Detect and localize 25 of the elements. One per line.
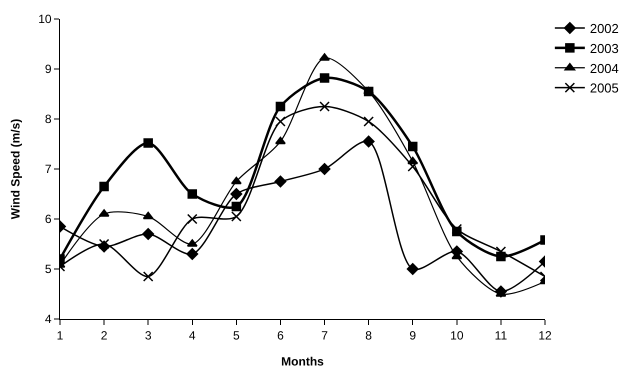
x-tick-label: 9: [409, 328, 416, 342]
y-tick-label: 5: [44, 262, 52, 276]
y-tick-label: 4: [44, 312, 52, 326]
y-tick-label: 9: [44, 62, 52, 76]
x-tick-label: 7: [321, 328, 328, 342]
x-tick-label: 8: [365, 328, 372, 342]
y-axis-title: Wind Speed (m/s): [8, 118, 23, 220]
x-tick-label: 1: [56, 328, 64, 342]
y-tick-label: 7: [44, 162, 52, 176]
x-tick-label: 12: [538, 328, 552, 342]
x-tick-label: 5: [233, 328, 240, 342]
x-axis-title: Months: [281, 354, 324, 368]
x-tick-label: 6: [277, 328, 284, 342]
x-tick-label: 3: [144, 328, 152, 342]
legend-label: 2005: [590, 80, 619, 96]
legend-label: 2004: [590, 60, 619, 76]
y-tick-label: 10: [38, 12, 52, 26]
x-tick-label: 4: [188, 328, 196, 342]
x-tick-label: 10: [450, 328, 464, 342]
legend-label: 2002: [590, 21, 619, 36]
x-tick-label: 2: [100, 328, 108, 342]
y-tick-label: 6: [44, 212, 52, 226]
legend-label: 2003: [590, 40, 619, 56]
x-tick-label: 11: [494, 328, 508, 342]
y-tick-label: 8: [44, 112, 52, 126]
